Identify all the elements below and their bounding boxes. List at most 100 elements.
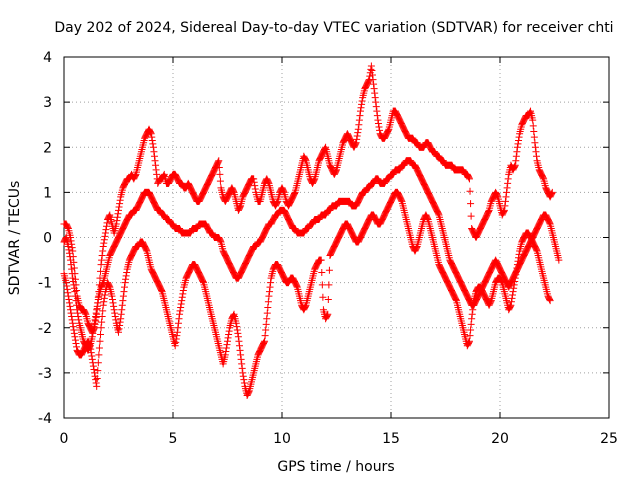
data-point	[507, 301, 515, 309]
x-tick-label: 20	[491, 431, 509, 447]
data-point	[376, 126, 384, 134]
data-point	[263, 315, 271, 323]
data-point	[372, 98, 380, 106]
data-point	[70, 284, 78, 292]
data-points	[61, 63, 563, 399]
data-point	[357, 104, 365, 112]
data-point	[500, 208, 508, 216]
data-point	[319, 293, 327, 301]
data-point	[503, 184, 511, 192]
data-point	[239, 369, 247, 377]
data-point	[352, 140, 360, 148]
data-point	[509, 288, 517, 296]
data-point	[101, 291, 109, 299]
data-point	[176, 310, 184, 318]
data-point	[117, 310, 125, 318]
data-point	[72, 297, 80, 305]
data-point	[373, 112, 381, 120]
data-point	[424, 214, 432, 222]
y-tick-label: -1	[38, 276, 52, 292]
data-point	[71, 292, 79, 300]
data-point	[384, 126, 392, 134]
data-point	[413, 244, 421, 252]
data-point	[94, 299, 102, 307]
data-point	[468, 310, 476, 318]
chart-title: Day 202 of 2024, Sidereal Day-to-day VTE…	[54, 20, 613, 36]
data-point	[465, 175, 473, 183]
data-point	[532, 148, 540, 156]
data-point	[147, 130, 155, 138]
data-point	[224, 334, 232, 342]
data-point	[511, 274, 519, 282]
data-point	[105, 282, 113, 290]
y-tick-label: 3	[43, 95, 52, 111]
data-point	[149, 140, 157, 148]
data-point	[529, 122, 537, 130]
data-point	[512, 157, 520, 165]
data-point	[356, 112, 364, 120]
data-point	[62, 235, 70, 243]
data-point	[367, 62, 375, 70]
data-point	[109, 299, 117, 307]
data-point	[116, 321, 124, 329]
data-point	[354, 125, 362, 133]
data-point	[177, 300, 185, 308]
data-point	[370, 80, 378, 88]
data-point	[469, 306, 477, 314]
data-point	[223, 341, 231, 349]
data-point	[225, 331, 233, 339]
data-point	[64, 292, 72, 300]
data-point	[116, 196, 124, 204]
data-point	[262, 326, 270, 334]
data-point	[74, 312, 82, 320]
data-point	[111, 309, 119, 317]
data-point	[115, 325, 123, 333]
data-point	[526, 108, 534, 116]
data-point	[465, 337, 473, 345]
data-point	[251, 185, 259, 193]
data-point	[250, 178, 258, 186]
data-point	[485, 208, 493, 216]
data-point	[232, 319, 240, 327]
data-point	[70, 281, 78, 289]
data-point	[216, 177, 224, 185]
data-point	[177, 303, 185, 311]
data-point	[237, 355, 245, 363]
data-point	[122, 272, 130, 280]
data-point	[515, 133, 523, 141]
data-point	[501, 202, 509, 210]
data-point	[119, 297, 127, 305]
data-point	[179, 287, 187, 295]
data-point	[118, 306, 126, 314]
data-point	[506, 302, 514, 310]
data-point	[73, 301, 81, 309]
data-point	[172, 335, 180, 343]
data-point	[356, 107, 364, 115]
x-tick-label: 0	[60, 431, 69, 447]
data-point	[465, 174, 473, 182]
data-point	[511, 161, 519, 169]
data-point	[88, 333, 96, 341]
data-point	[264, 178, 272, 186]
data-point	[88, 355, 96, 363]
data-point	[101, 232, 109, 240]
data-point	[548, 190, 556, 198]
data-point	[237, 351, 245, 359]
data-point	[158, 287, 166, 295]
data-point	[99, 243, 107, 251]
data-point	[529, 116, 537, 124]
data-point	[512, 271, 520, 279]
data-point	[114, 210, 122, 218]
data-point	[117, 315, 125, 323]
data-point	[70, 326, 78, 334]
y-tick-label: 0	[43, 231, 52, 247]
data-point	[325, 266, 333, 274]
data-point	[176, 307, 184, 315]
data-point	[110, 302, 118, 310]
data-point	[368, 67, 376, 75]
data-point	[65, 296, 73, 304]
data-point	[352, 139, 360, 147]
data-point	[371, 94, 379, 102]
data-point	[64, 243, 72, 251]
data-point	[179, 290, 187, 298]
